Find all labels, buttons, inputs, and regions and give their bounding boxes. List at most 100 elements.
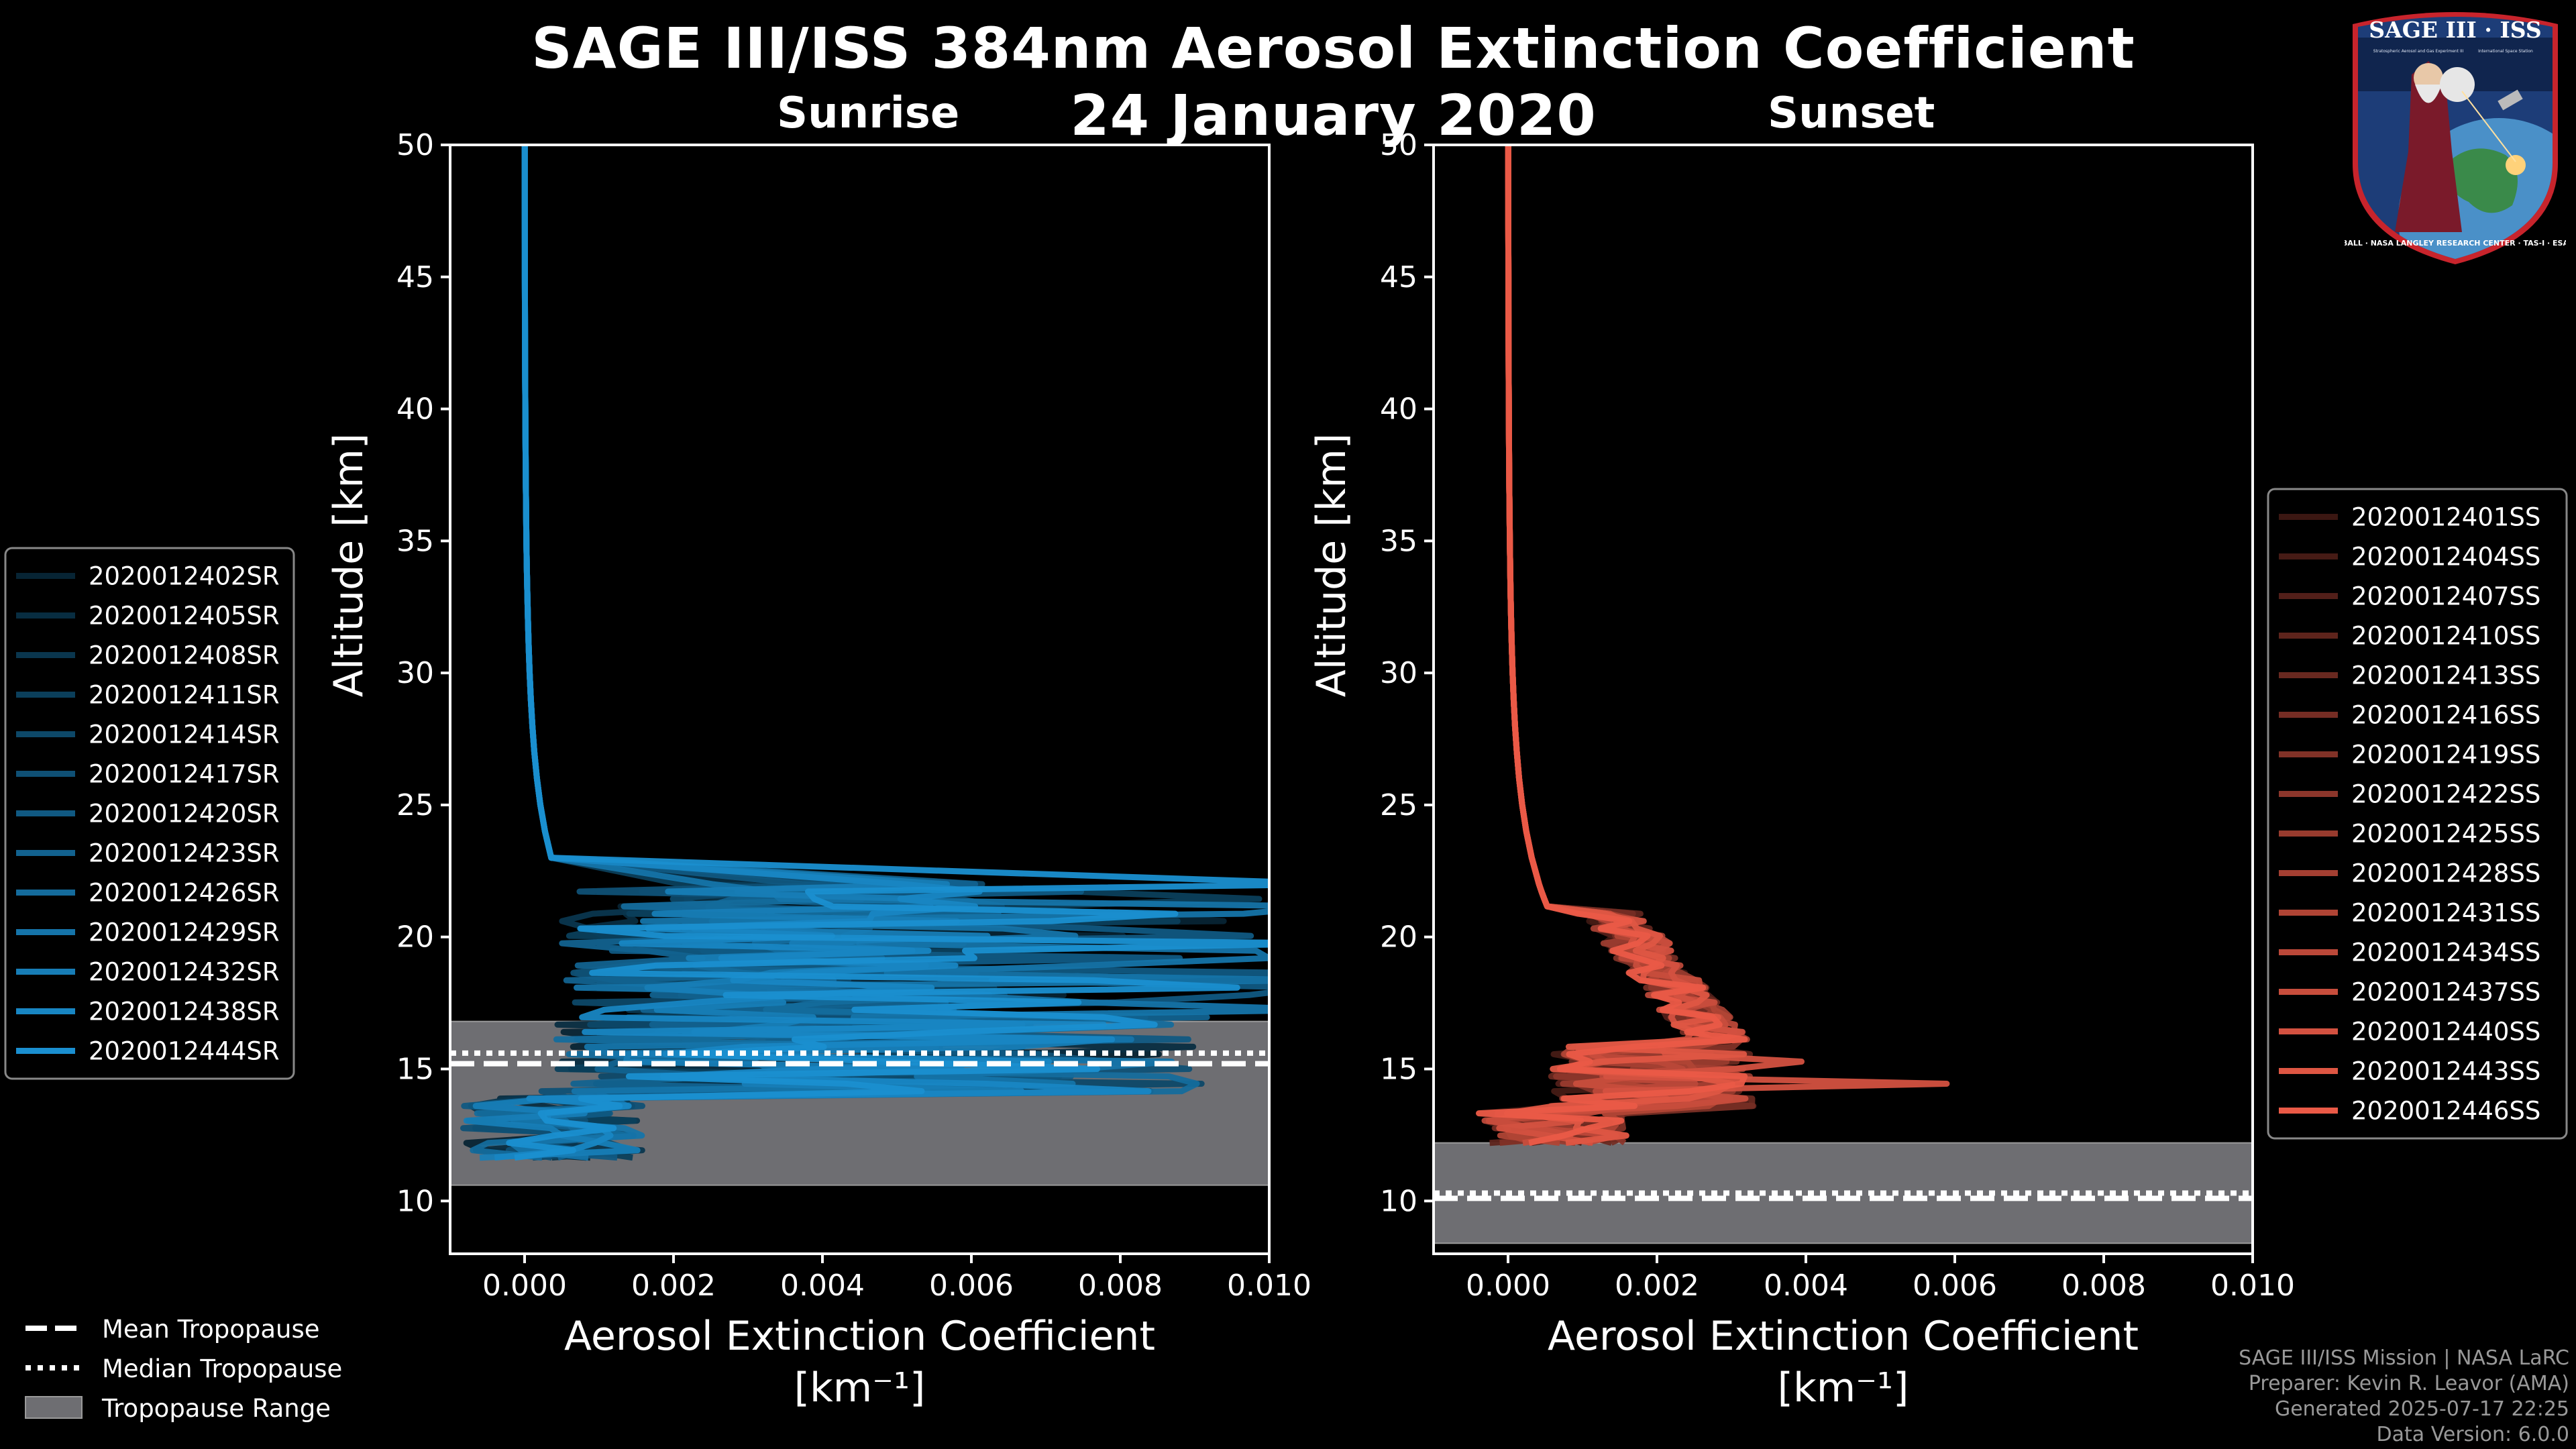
logo-subtitle-left: Stratospheric Aerosol and Gas Experiment… bbox=[2373, 49, 2464, 54]
credits-block: SAGE III/ISS Mission | NASA LaRC Prepare… bbox=[2239, 1346, 2569, 1448]
chart-title: SAGE III/ISS 384nm Aerosol Extinction Co… bbox=[0, 15, 2576, 149]
sunrise-legend-label: 2020012408SR bbox=[89, 641, 280, 670]
sunset-legend-label: 2020012437SS bbox=[2351, 978, 2540, 1007]
sunset-y-axis-label: Altitude [km] bbox=[1308, 433, 1355, 698]
credits-line-generated: Generated 2025-07-17 22:25 bbox=[2274, 1397, 2569, 1421]
sunset-profile-line bbox=[1492, 145, 1756, 1146]
logo-subtitle-right: International Space Station bbox=[2478, 49, 2533, 54]
sunset-panel-title: Sunset bbox=[1768, 89, 1935, 138]
sunrise-legend: 2020012402SR 2020012405SR 2020012408SR 2020… bbox=[4, 547, 295, 1080]
sunrise-y-tick-label: 35 bbox=[396, 524, 434, 558]
sunset-x-tick-label: 0.006 bbox=[1913, 1269, 1997, 1303]
sunset-plot-frame bbox=[1432, 144, 2254, 1255]
tropopause-legend-label: Mean Tropopause bbox=[102, 1315, 320, 1344]
sunrise-legend-label: 2020012429SR bbox=[89, 918, 280, 947]
sunset-profile-line bbox=[1505, 145, 1753, 1146]
sunset-x-tick-label: 0.010 bbox=[2210, 1269, 2295, 1303]
sunrise-y-axis-label: Altitude [km] bbox=[325, 433, 372, 698]
logo-wizard-robe bbox=[2395, 61, 2462, 232]
sunrise-legend-label: 2020012444SR bbox=[89, 1037, 280, 1066]
sunrise-profile-line bbox=[506, 145, 1269, 1161]
sunrise-x-tick-label: 0.010 bbox=[1227, 1269, 1311, 1303]
credits-line-mission: SAGE III/ISS Mission | NASA LaRC bbox=[2239, 1346, 2569, 1370]
sunset-profile-line bbox=[1505, 145, 1756, 1146]
sunrise-x-axis-label: Aerosol Extinction Coefficient bbox=[564, 1313, 1155, 1360]
sunrise-y-tick-label: 15 bbox=[396, 1053, 434, 1087]
sunrise-legend-label: 2020012417SR bbox=[89, 760, 280, 789]
sunrise-x-tick-label: 0.008 bbox=[1078, 1269, 1163, 1303]
credits-line-version: Data Version: 6.0.0 bbox=[2376, 1423, 2569, 1446]
sunset-y-tick-label: 30 bbox=[1380, 656, 1417, 690]
sunset-legend-label: 2020012407SS bbox=[2351, 582, 2540, 611]
sunset-legend-label: 2020012404SS bbox=[2351, 543, 2540, 572]
sunrise-legend-label: 2020012414SR bbox=[89, 720, 280, 749]
sunrise-legend-label: 2020012423SR bbox=[89, 839, 280, 868]
sunset-legend-label: 2020012416SS bbox=[2351, 701, 2540, 730]
sunrise-legend-label: 2020012402SR bbox=[89, 562, 280, 591]
sunset-legend: 2020012401SS 2020012404SS 2020012407SS 2020… bbox=[2267, 488, 2568, 1140]
chart-title-line2: 24 January 2020 bbox=[1070, 83, 1597, 148]
sunset-x-tick-label: 0.004 bbox=[1764, 1269, 1848, 1303]
sunset-legend-label: 2020012422SS bbox=[2351, 780, 2540, 809]
sunset-panel: 10 15 20 25 30 35 40 45 50 0.000 0.002 0.004 0.006 0.… bbox=[1308, 128, 2295, 1411]
logo-ring-text: BALL · NASA LANGLEY RESEARCH CENTER · TA… bbox=[2345, 239, 2566, 248]
sunset-legend-label: 2020012413SS bbox=[2351, 661, 2540, 690]
sunset-y-tick-label: 45 bbox=[1380, 260, 1417, 294]
sunrise-x-tick-label: 0.006 bbox=[929, 1269, 1014, 1303]
sage-iii-iss-mission-logo: SAGE III · ISS Stratospheric Aerosol and… bbox=[2345, 12, 2566, 264]
tropopause-legend-label: Median Tropopause bbox=[102, 1354, 342, 1383]
sunset-x-tick-label: 0.002 bbox=[1615, 1269, 1699, 1303]
sunset-profile-line bbox=[1504, 145, 1748, 1146]
sunrise-legend-label: 2020012405SR bbox=[89, 602, 280, 631]
sunrise-x-tick-label: 0.000 bbox=[482, 1269, 567, 1303]
sunset-profile-line bbox=[1505, 145, 1757, 1146]
sunrise-y-tick-label: 45 bbox=[396, 260, 434, 294]
sunset-legend-label: 2020012401SS bbox=[2351, 503, 2540, 532]
sunset-legend-label: 2020012431SS bbox=[2351, 899, 2540, 928]
sunset-y-tick-label: 40 bbox=[1380, 392, 1417, 427]
sunrise-plot-frame bbox=[449, 144, 1271, 1255]
sunset-x-tick-label: 0.008 bbox=[2061, 1269, 2146, 1303]
sunrise-legend-label: 2020012432SR bbox=[89, 958, 280, 987]
sunset-legend-label: 2020012428SS bbox=[2351, 859, 2540, 888]
sunrise-y-tick-label: 40 bbox=[396, 392, 434, 427]
sunrise-x-tick-label: 0.002 bbox=[631, 1269, 716, 1303]
sunset-legend-box bbox=[2267, 488, 2568, 1140]
logo-sun bbox=[2506, 155, 2526, 175]
sunrise-legend-box bbox=[4, 547, 295, 1080]
chart-title-line1: SAGE III/ISS 384nm Aerosol Extinction Co… bbox=[531, 15, 2135, 81]
sunset-y-tick-label: 35 bbox=[1380, 524, 1417, 558]
sunset-legend-label: 2020012419SS bbox=[2351, 741, 2540, 769]
sunset-y-tick-label: 15 bbox=[1380, 1053, 1417, 1087]
sunrise-x-axis-units: [km⁻¹] bbox=[794, 1364, 926, 1411]
sunrise-x-tick-label: 0.004 bbox=[780, 1269, 865, 1303]
sunset-y-tick-label: 50 bbox=[1380, 128, 1417, 162]
credits-line-preparer: Preparer: Kevin R. Leavor (AMA) bbox=[2248, 1372, 2569, 1395]
sunrise-legend-label: 2020012411SR bbox=[89, 681, 280, 710]
sunrise-y-tick-label: 50 bbox=[396, 128, 434, 162]
sunset-x-tick-label: 0.000 bbox=[1466, 1269, 1550, 1303]
sunset-x-axis-label: Aerosol Extinction Coefficient bbox=[1548, 1313, 2139, 1360]
sunrise-legend-label: 2020012420SR bbox=[89, 800, 280, 828]
sunrise-y-tick-label: 25 bbox=[396, 788, 434, 822]
sunset-legend-label: 2020012410SS bbox=[2351, 622, 2540, 651]
sunset-profile-line bbox=[1476, 145, 1748, 1146]
sunrise-panel-title: Sunrise bbox=[777, 89, 960, 138]
sunset-x-axis-units: [km⁻¹] bbox=[1778, 1364, 1909, 1411]
sunrise-y-tick-label: 10 bbox=[396, 1184, 434, 1218]
sunset-y-tick-label: 25 bbox=[1380, 788, 1417, 822]
sunset-legend-label: 2020012425SS bbox=[2351, 820, 2540, 849]
sunrise-y-tick-label: 30 bbox=[396, 656, 434, 690]
sunset-legend-label: 2020012440SS bbox=[2351, 1018, 2540, 1046]
logo-title-text: SAGE III · ISS bbox=[2369, 17, 2541, 43]
sunset-profile-line bbox=[1489, 145, 1754, 1146]
tropopause-legend: Mean Tropopause Median Tropopause Tropopau… bbox=[25, 1315, 342, 1423]
sunset-profile-line bbox=[1496, 145, 1950, 1146]
tropopause-legend-label: Tropopause Range bbox=[101, 1394, 331, 1423]
sunset-legend-label: 2020012446SS bbox=[2351, 1097, 2540, 1126]
sunset-y-tick-label: 20 bbox=[1380, 920, 1417, 955]
sunset-legend-label: 2020012443SS bbox=[2351, 1057, 2540, 1086]
sunrise-y-tick-label: 20 bbox=[396, 920, 434, 955]
sunrise-legend-label: 2020012426SR bbox=[89, 879, 280, 908]
